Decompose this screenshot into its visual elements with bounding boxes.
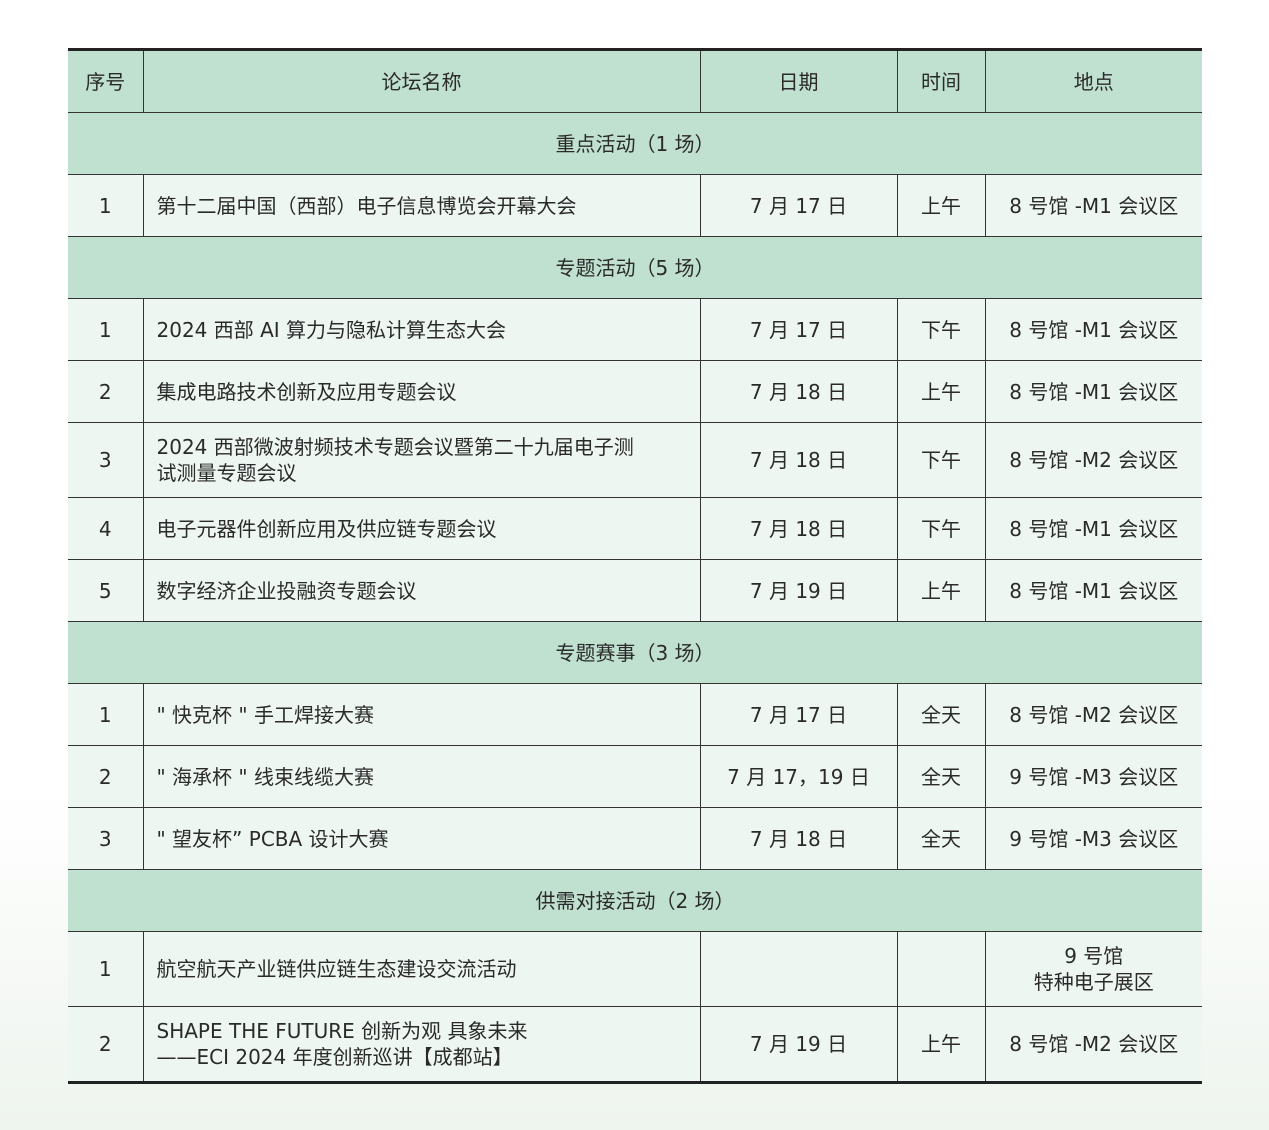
row-number: 4 [68, 497, 144, 560]
forum-name: 航空航天产业链供应链生态建设交流活动 [142, 931, 701, 1007]
forum-name: " 快克杯 " 手工焊接大赛 [142, 683, 701, 746]
row-number: 2 [68, 1006, 144, 1083]
forum-date: 7 月 18 日 [699, 807, 898, 870]
forum-place: 8 号馆 -M1 会议区 [984, 298, 1202, 361]
table-row: 1 第十二届中国（西部）电子信息博览会开幕大会 7 月 17 日 上午 8 号馆… [68, 174, 1202, 237]
section-title: 供需对接活动（2 场） [68, 869, 1202, 932]
forum-name: 集成电路技术创新及应用专题会议 [142, 360, 701, 423]
forum-time: 全天 [896, 807, 986, 870]
forum-time: 下午 [896, 298, 986, 361]
table-row: 1 " 快克杯 " 手工焊接大赛 7 月 17 日 全天 8 号馆 -M2 会议… [68, 683, 1202, 746]
forum-place: 8 号馆 -M2 会议区 [984, 1006, 1202, 1083]
forum-place: 8 号馆 -M1 会议区 [984, 174, 1202, 237]
table-row: 3 " 望友杯” PCBA 设计大赛 7 月 18 日 全天 9 号馆 -M3 … [68, 807, 1202, 870]
forum-name: 电子元器件创新应用及供应链专题会议 [142, 497, 701, 560]
table-row: 1 航空航天产业链供应链生态建设交流活动 9 号馆 特种电子展区 [68, 931, 1202, 1007]
forum-date: 7 月 19 日 [699, 1006, 898, 1083]
table-row: 2 SHAPE THE FUTURE 创新为观 具象未来 ——ECI 2024 … [68, 1006, 1202, 1083]
row-number: 5 [68, 559, 144, 622]
forum-name: " 海承杯 " 线束线缆大赛 [142, 745, 701, 808]
section-row: 供需对接活动（2 场） [68, 869, 1202, 932]
section-row: 重点活动（1 场） [68, 112, 1202, 175]
section-row: 专题活动（5 场） [68, 236, 1202, 299]
forum-date: 7 月 19 日 [699, 559, 898, 622]
header-name: 论坛名称 [142, 49, 701, 113]
forum-date: 7 月 18 日 [699, 360, 898, 423]
forum-place: 8 号馆 -M2 会议区 [984, 422, 1202, 498]
table-row: 3 2024 西部微波射频技术专题会议暨第二十九届电子测 试测量专题会议 7 月… [68, 422, 1202, 498]
header-time: 时间 [896, 49, 986, 113]
forum-place: 8 号馆 -M1 会议区 [984, 360, 1202, 423]
header-place: 地点 [984, 49, 1202, 113]
row-number: 1 [68, 931, 144, 1007]
row-number: 1 [68, 683, 144, 746]
row-number: 2 [68, 360, 144, 423]
forum-place: 8 号馆 -M1 会议区 [984, 559, 1202, 622]
row-number: 3 [68, 807, 144, 870]
forum-name: 2024 西部 AI 算力与隐私计算生态大会 [142, 298, 701, 361]
row-number: 3 [68, 422, 144, 498]
forum-name: 数字经济企业投融资专题会议 [142, 559, 701, 622]
forum-place: 9 号馆 特种电子展区 [984, 931, 1202, 1007]
forum-time: 下午 [896, 422, 986, 498]
forum-date: 7 月 18 日 [699, 497, 898, 560]
table-row: 2 集成电路技术创新及应用专题会议 7 月 18 日 上午 8 号馆 -M1 会… [68, 360, 1202, 423]
forum-time: 上午 [896, 559, 986, 622]
forum-name: 2024 西部微波射频技术专题会议暨第二十九届电子测 试测量专题会议 [142, 422, 701, 498]
forum-time: 上午 [896, 360, 986, 423]
section-row: 专题赛事（3 场） [68, 621, 1202, 684]
forum-name: 第十二届中国（西部）电子信息博览会开幕大会 [142, 174, 701, 237]
section-title: 专题活动（5 场） [68, 236, 1202, 299]
row-number: 1 [68, 298, 144, 361]
table-row: 5 数字经济企业投融资专题会议 7 月 19 日 上午 8 号馆 -M1 会议区 [68, 559, 1202, 622]
forum-schedule-table: 序号 论坛名称 日期 时间 地点 重点活动（1 场） 1 第十二届中国（西部）电子… [68, 48, 1202, 1084]
forum-date: 7 月 17 日 [699, 298, 898, 361]
forum-time: 上午 [896, 1006, 986, 1083]
table-row: 1 2024 西部 AI 算力与隐私计算生态大会 7 月 17 日 下午 8 号… [68, 298, 1202, 361]
forum-place: 9 号馆 -M3 会议区 [984, 745, 1202, 808]
forum-name: " 望友杯” PCBA 设计大赛 [142, 807, 701, 870]
header-no: 序号 [68, 49, 144, 113]
forum-place: 8 号馆 -M1 会议区 [984, 497, 1202, 560]
forum-date: 7 月 17，19 日 [699, 745, 898, 808]
header-date: 日期 [699, 49, 898, 113]
row-number: 2 [68, 745, 144, 808]
forum-date: 7 月 18 日 [699, 422, 898, 498]
table-row: 2 " 海承杯 " 线束线缆大赛 7 月 17，19 日 全天 9 号馆 -M3… [68, 745, 1202, 808]
forum-time: 全天 [896, 683, 986, 746]
forum-time: 上午 [896, 174, 986, 237]
forum-date [699, 931, 898, 1007]
section-title: 专题赛事（3 场） [68, 621, 1202, 684]
forum-time: 全天 [896, 745, 986, 808]
forum-date: 7 月 17 日 [699, 174, 898, 237]
forum-time: 下午 [896, 497, 986, 560]
forum-date: 7 月 17 日 [699, 683, 898, 746]
forum-time [896, 931, 986, 1007]
table-header-row: 序号 论坛名称 日期 时间 地点 [68, 49, 1202, 113]
forum-name: SHAPE THE FUTURE 创新为观 具象未来 ——ECI 2024 年度… [142, 1006, 701, 1083]
table-row: 4 电子元器件创新应用及供应链专题会议 7 月 18 日 下午 8 号馆 -M1… [68, 497, 1202, 560]
row-number: 1 [68, 174, 144, 237]
forum-place: 9 号馆 -M3 会议区 [984, 807, 1202, 870]
forum-place: 8 号馆 -M2 会议区 [984, 683, 1202, 746]
section-title: 重点活动（1 场） [68, 112, 1202, 175]
